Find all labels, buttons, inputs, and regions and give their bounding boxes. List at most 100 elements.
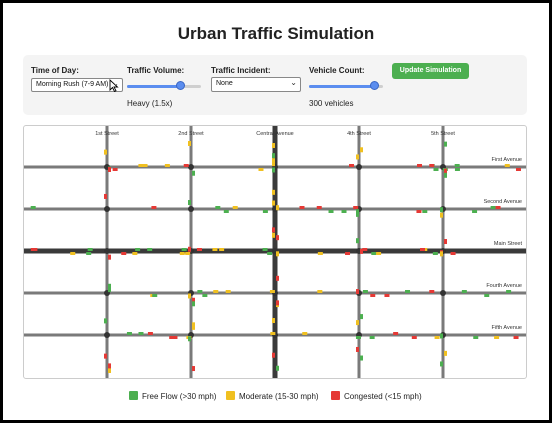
vehicle (440, 207, 443, 213)
legend-swatch-moderate (226, 391, 235, 400)
slider-thumb[interactable] (175, 81, 185, 90)
avenue-label: First Avenue (492, 157, 522, 163)
vehicle (272, 143, 275, 149)
vehicle (356, 154, 359, 160)
legend-label-congested: Congested (<15 mph) (344, 392, 422, 401)
vehicle (341, 210, 347, 213)
traffic-incident-value: None (216, 80, 233, 87)
vehicle (434, 336, 440, 339)
vehicle (355, 336, 361, 339)
traffic-volume-value: Heavy (1.5x) (127, 99, 173, 108)
vehicle (112, 168, 118, 171)
vehicle (317, 252, 323, 255)
legend-label-moderate: Moderate (15-30 mph) (239, 392, 319, 401)
traffic-map: 1st Street 2nd Street Central Avenue 4th St… (23, 125, 527, 379)
intersection (104, 332, 110, 338)
vehicle (440, 361, 443, 367)
vehicle (272, 167, 275, 173)
vehicle (472, 210, 478, 213)
vehicle (484, 294, 490, 297)
vehicle (276, 205, 279, 211)
update-simulation-button[interactable]: Update Simulation (392, 63, 469, 79)
vehicle (188, 336, 191, 342)
avenue-label: Fourth Avenue (486, 283, 522, 289)
vehicle (416, 210, 422, 213)
street-label: Central Avenue (256, 131, 294, 137)
vehicle (353, 206, 359, 209)
vehicle-count-slider[interactable] (309, 79, 383, 93)
legend-swatch-free-flow (129, 391, 138, 400)
vehicle (276, 365, 279, 371)
vehicle (232, 206, 238, 209)
vehicle (192, 366, 195, 372)
vehicle (494, 336, 500, 339)
vehicle (302, 332, 308, 335)
intersection (104, 206, 110, 212)
vehicle (513, 336, 519, 339)
street-label: 2nd Street (178, 131, 204, 137)
traffic-volume-label: Traffic Volume: (127, 66, 185, 75)
vehicle (362, 248, 368, 251)
vehicle (450, 252, 456, 255)
vehicle (108, 363, 111, 369)
vehicle (444, 239, 447, 245)
slider-thumb[interactable] (369, 81, 379, 90)
vehicle (196, 248, 202, 251)
vehicle (384, 294, 390, 297)
time-of-day-select[interactable]: Morning Rush (7-9 AM) ⌄ (31, 78, 123, 92)
traffic-incident-label: Traffic Incident: (211, 66, 271, 75)
vehicle (272, 227, 275, 233)
avenue-label: Second Avenue (484, 199, 522, 205)
vehicle (197, 290, 203, 293)
vehicle (444, 350, 447, 356)
vehicle (185, 252, 191, 255)
vehicle (108, 283, 111, 289)
intersection (440, 290, 446, 296)
vehicle (104, 193, 107, 199)
vehicle (30, 248, 36, 251)
vehicle (267, 252, 273, 255)
vehicle (515, 168, 521, 171)
vehicle (317, 290, 323, 293)
vehicle (299, 206, 305, 209)
vehicle (151, 206, 157, 209)
vehicle (138, 164, 144, 167)
vehicle (138, 332, 144, 335)
traffic-volume-slider[interactable] (127, 79, 201, 93)
vehicle (192, 297, 195, 303)
vehicle (276, 275, 279, 281)
vehicle (212, 248, 218, 251)
vehicle (152, 294, 158, 297)
vehicle (272, 189, 275, 195)
vehicle (215, 206, 221, 209)
vehicle (213, 290, 219, 293)
mouse-cursor-icon (109, 78, 119, 95)
vehicle (376, 252, 382, 255)
vehicle (219, 248, 225, 251)
vehicle-count-value: 300 vehicles (309, 99, 354, 108)
vehicle (276, 251, 279, 257)
vehicle (192, 170, 195, 176)
vehicle (30, 206, 36, 209)
slider-fill (127, 85, 181, 88)
vehicle (444, 172, 447, 178)
vehicle (444, 141, 447, 147)
vehicle (272, 318, 275, 324)
vehicle (328, 210, 334, 213)
traffic-incident-select[interactable]: None ⌄ (211, 77, 301, 92)
vehicle (490, 206, 496, 209)
intersection (104, 248, 110, 254)
vehicle (164, 164, 170, 167)
vehicle (272, 158, 275, 164)
vehicle (225, 290, 231, 293)
vehicle (495, 206, 501, 209)
vehicle (188, 246, 191, 252)
vehicle (188, 200, 191, 206)
vehicle (121, 252, 127, 255)
vehicle (356, 238, 359, 244)
vehicle (356, 209, 359, 215)
vehicle (473, 336, 479, 339)
vehicle (370, 294, 376, 297)
vehicle (108, 166, 111, 172)
